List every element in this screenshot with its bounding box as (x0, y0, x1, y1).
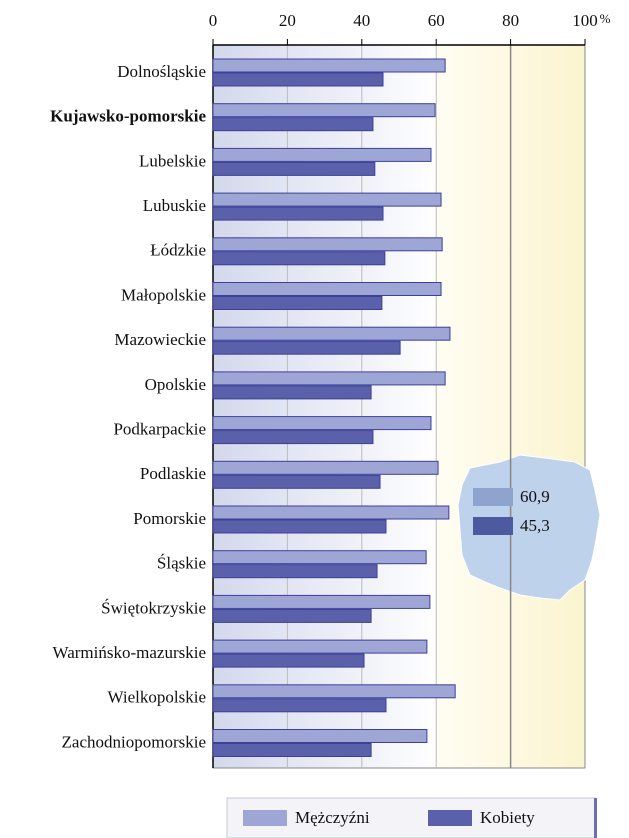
y-tick-label: Kujawsko-pomorskie (50, 107, 206, 126)
poland-value: 60,9 (520, 487, 550, 506)
bar (212, 639, 428, 654)
bar (212, 594, 431, 609)
bar (212, 296, 383, 310)
legend-swatch (243, 810, 287, 826)
x-tick-label: 20 (279, 11, 296, 30)
bar (212, 430, 374, 445)
y-tick-label: Podkarpackie (113, 420, 206, 439)
y-tick-label: Łódzkie (150, 241, 206, 260)
bar (212, 550, 427, 565)
bar (212, 206, 384, 221)
x-tick-label: 80 (502, 11, 519, 30)
bar (212, 237, 443, 252)
x-tick-label: 40 (353, 11, 370, 30)
legend-shadow (594, 798, 597, 838)
bar (212, 684, 456, 699)
bar (212, 282, 442, 296)
bar (212, 608, 372, 623)
bar (212, 161, 376, 176)
bar (212, 698, 387, 713)
bar (212, 251, 386, 266)
bar (212, 460, 439, 475)
x-tick-label: 60 (428, 11, 445, 30)
bar (212, 505, 450, 520)
bar (212, 371, 446, 386)
bar (212, 192, 442, 207)
poland-swatch (473, 488, 513, 506)
bar (212, 72, 384, 87)
y-tick-label: Pomorskie (133, 509, 206, 528)
bar (212, 385, 372, 400)
bar (212, 564, 378, 579)
y-tick-label: Lubelskie (139, 151, 206, 170)
y-tick-label: Mazowieckie (114, 330, 206, 349)
bar (212, 474, 381, 489)
poland-value: 45,3 (520, 516, 550, 535)
y-tick-label: Podlaskie (140, 464, 206, 483)
bar (212, 519, 387, 534)
bar (212, 416, 432, 431)
y-tick-label: Opolskie (145, 375, 206, 394)
x-tick-label: 100 (572, 11, 598, 30)
bar (212, 340, 401, 355)
y-tick-label: Zachodniopomorskie (62, 732, 206, 751)
bar (212, 58, 446, 73)
bar (212, 147, 432, 162)
y-tick-label: Śląskie (157, 554, 206, 573)
bar (212, 729, 428, 743)
y-tick-label: Warmińsko-mazurskie (53, 643, 206, 662)
legend: Mężczyźni Kobiety (226, 797, 597, 838)
legend-label: Mężczyźni (295, 808, 370, 827)
bar (212, 743, 372, 757)
x-unit: % (600, 11, 611, 26)
y-tick-label: Dolnośląskie (117, 62, 206, 81)
y-tick-label: Świętokrzyskie (101, 598, 206, 617)
y-tick-label: Lubuskie (143, 196, 206, 215)
legend-swatch (428, 810, 472, 826)
y-tick-label: Małopolskie (121, 285, 206, 304)
bar (212, 103, 436, 118)
y-tick-label: Wielkopolskie (108, 688, 206, 707)
poland-swatch (473, 517, 513, 535)
legend-label: Kobiety (480, 808, 535, 827)
x-tick-label: 0 (209, 11, 218, 30)
bar (212, 117, 374, 132)
bar (212, 653, 365, 668)
bar (212, 326, 451, 341)
